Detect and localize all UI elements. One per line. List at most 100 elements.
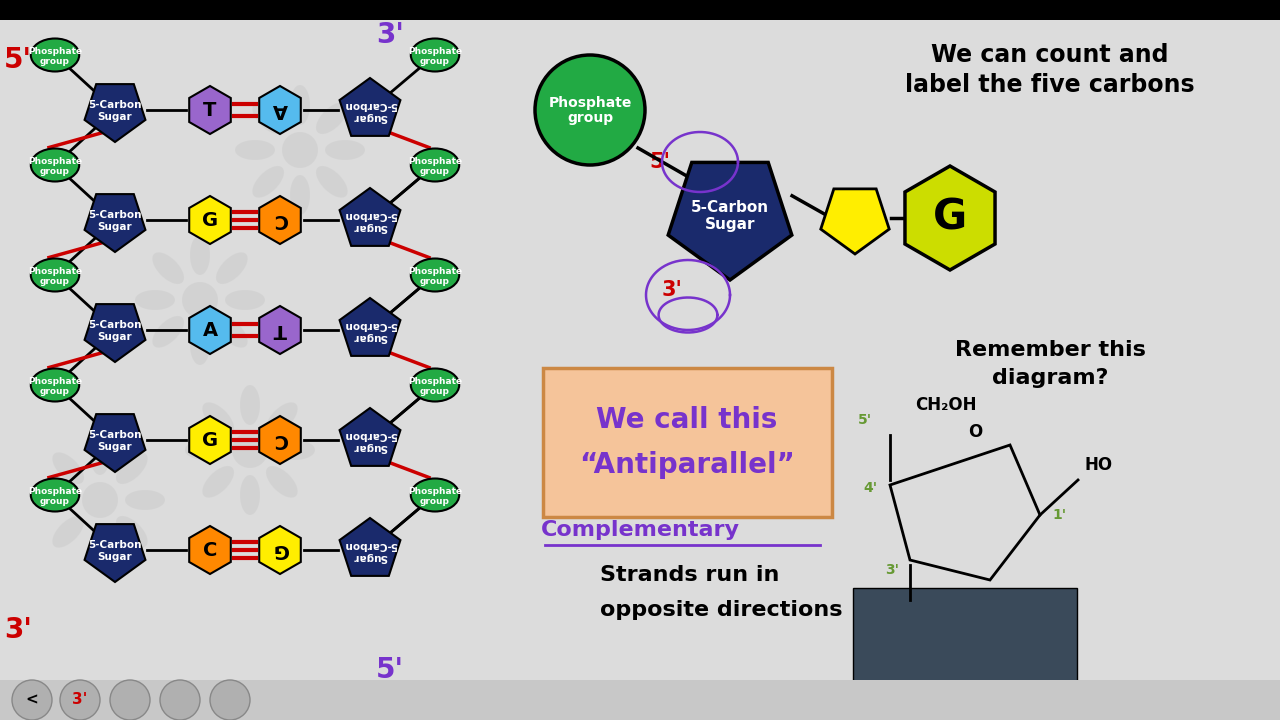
- Ellipse shape: [216, 316, 247, 348]
- Polygon shape: [84, 194, 146, 252]
- Text: 5-Carbon: 5-Carbon: [343, 540, 397, 550]
- Ellipse shape: [202, 466, 234, 498]
- Text: 5-Carbon: 5-Carbon: [343, 320, 397, 330]
- Text: G: G: [202, 431, 218, 449]
- FancyBboxPatch shape: [0, 0, 1280, 20]
- Ellipse shape: [152, 316, 184, 348]
- Circle shape: [12, 680, 52, 720]
- Ellipse shape: [134, 290, 175, 310]
- Text: C: C: [202, 541, 218, 559]
- Text: Sugar: Sugar: [353, 442, 388, 452]
- Ellipse shape: [189, 325, 210, 365]
- Polygon shape: [84, 304, 146, 362]
- Text: CH₂OH: CH₂OH: [915, 396, 977, 414]
- Circle shape: [282, 132, 317, 168]
- Text: Sugar: Sugar: [353, 112, 388, 122]
- Text: 5': 5': [858, 413, 872, 427]
- Text: G: G: [202, 210, 218, 230]
- Text: group: group: [40, 276, 70, 286]
- Ellipse shape: [241, 475, 260, 515]
- Text: 5-Carbon: 5-Carbon: [691, 199, 769, 215]
- Polygon shape: [189, 306, 230, 354]
- Ellipse shape: [266, 466, 298, 498]
- Ellipse shape: [52, 516, 84, 548]
- Text: label the five carbons: label the five carbons: [905, 73, 1194, 97]
- Ellipse shape: [31, 258, 79, 292]
- Text: 5-Carbon: 5-Carbon: [88, 320, 142, 330]
- Circle shape: [535, 55, 645, 165]
- Text: 3': 3': [884, 563, 899, 577]
- Circle shape: [160, 680, 200, 720]
- Text: Phosphate: Phosphate: [28, 487, 82, 495]
- Text: group: group: [40, 387, 70, 395]
- Polygon shape: [668, 163, 792, 280]
- Ellipse shape: [189, 235, 210, 275]
- Ellipse shape: [325, 140, 365, 160]
- Text: Sugar: Sugar: [97, 552, 132, 562]
- Text: 3': 3': [662, 280, 682, 300]
- Polygon shape: [189, 416, 230, 464]
- Text: We call this: We call this: [596, 406, 778, 434]
- Text: Phosphate: Phosphate: [408, 156, 462, 166]
- Text: diagram?: diagram?: [992, 368, 1108, 388]
- Text: 1': 1': [1053, 508, 1068, 522]
- Text: 2': 2': [988, 591, 1002, 605]
- Text: 5-Carbon: 5-Carbon: [88, 540, 142, 550]
- Ellipse shape: [266, 402, 298, 434]
- Text: C: C: [273, 431, 287, 449]
- Circle shape: [182, 282, 218, 318]
- Text: “Antiparallel”: “Antiparallel”: [579, 451, 795, 479]
- Ellipse shape: [225, 290, 265, 310]
- Text: 5-Carbon: 5-Carbon: [343, 100, 397, 110]
- Text: Phosphate: Phosphate: [28, 156, 82, 166]
- Text: 5-Carbon: 5-Carbon: [88, 100, 142, 110]
- Text: Phosphate: Phosphate: [28, 377, 82, 385]
- FancyBboxPatch shape: [543, 368, 832, 517]
- Ellipse shape: [31, 479, 79, 511]
- Text: group: group: [420, 387, 451, 395]
- Ellipse shape: [411, 258, 460, 292]
- Text: G: G: [271, 541, 288, 559]
- Text: Sugar: Sugar: [97, 332, 132, 342]
- Circle shape: [82, 482, 118, 518]
- Ellipse shape: [252, 102, 284, 134]
- Polygon shape: [339, 408, 401, 466]
- Ellipse shape: [186, 440, 225, 460]
- Text: Sugar: Sugar: [97, 442, 132, 452]
- Text: 5-Carbon: 5-Carbon: [88, 210, 142, 220]
- Polygon shape: [339, 188, 401, 246]
- Text: group: group: [420, 56, 451, 66]
- Ellipse shape: [31, 148, 79, 181]
- Text: OH: OH: [899, 601, 925, 619]
- Ellipse shape: [316, 166, 348, 197]
- Ellipse shape: [31, 38, 79, 71]
- Text: Phosphate: Phosphate: [548, 96, 632, 110]
- Text: 3': 3': [376, 21, 404, 49]
- Polygon shape: [339, 298, 401, 356]
- Text: O: O: [968, 423, 982, 441]
- Text: 5': 5': [376, 656, 404, 684]
- Ellipse shape: [411, 369, 460, 402]
- Text: 5': 5': [649, 152, 671, 172]
- Text: Phosphate: Phosphate: [408, 266, 462, 276]
- Ellipse shape: [291, 175, 310, 215]
- Text: group: group: [420, 497, 451, 505]
- Text: T: T: [204, 101, 216, 120]
- Text: group: group: [40, 497, 70, 505]
- Ellipse shape: [90, 435, 110, 475]
- Text: opposite directions: opposite directions: [600, 600, 842, 620]
- Circle shape: [210, 680, 250, 720]
- Polygon shape: [84, 84, 146, 142]
- Circle shape: [60, 680, 100, 720]
- Polygon shape: [260, 196, 301, 244]
- Ellipse shape: [291, 85, 310, 125]
- FancyBboxPatch shape: [852, 588, 1076, 702]
- Polygon shape: [84, 524, 146, 582]
- Text: Sugar: Sugar: [353, 552, 388, 562]
- FancyBboxPatch shape: [0, 680, 1280, 720]
- Ellipse shape: [241, 385, 260, 425]
- Text: group: group: [420, 166, 451, 176]
- Polygon shape: [260, 416, 301, 464]
- Polygon shape: [260, 526, 301, 574]
- Ellipse shape: [275, 440, 315, 460]
